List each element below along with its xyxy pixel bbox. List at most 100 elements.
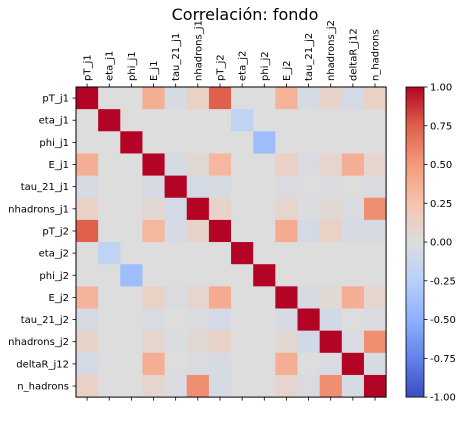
heatmap-cell-eta_j2-eta_j1 bbox=[98, 242, 121, 265]
heatmap-cell-phi_j1-phi_j2 bbox=[253, 131, 276, 154]
y-tick-label: nhadrons_j1 bbox=[8, 204, 69, 215]
y-tick-label: E_j1 bbox=[49, 160, 69, 171]
heatmap-cell-tau_21_j1-pT_j1 bbox=[76, 175, 99, 199]
heatmap-cell-nhadrons_j1-E_j1 bbox=[142, 197, 165, 221]
heatmap-cell-n_hadrons-phi_j2 bbox=[253, 374, 276, 398]
heatmap-cell-nhadrons_j1-pT_j1 bbox=[76, 197, 99, 221]
heatmap-cell-deltaR_j12-n_hadrons bbox=[363, 352, 387, 376]
x-tick-label: eta_j2 bbox=[238, 51, 249, 81]
y-tick-label: eta_j1 bbox=[39, 116, 69, 127]
heatmap-cell-phi_j1-pT_j1 bbox=[76, 131, 99, 154]
heatmap-cell-E_j1-deltaR_j12 bbox=[341, 153, 365, 176]
heatmap-cell-nhadrons_j2-E_j1 bbox=[142, 330, 165, 354]
y-tick-label: pT_j1 bbox=[42, 94, 69, 105]
heatmap-cell-tau_21_j2-E_j2 bbox=[275, 308, 298, 332]
heatmap-cell-E_j1-phi_j1 bbox=[120, 153, 143, 176]
heatmap-cell-E_j2-eta_j1 bbox=[98, 286, 121, 309]
heatmap-cell-deltaR_j12-pT_j1 bbox=[76, 352, 99, 376]
heatmap-cell-deltaR_j12-tau_21_j1 bbox=[164, 352, 188, 376]
heatmap-cell-nhadrons_j1-nhadrons_j1 bbox=[186, 197, 210, 221]
colorbar-tick-label: -0.25 bbox=[430, 276, 456, 287]
heatmap-cell-pT_j1-tau_21_j2 bbox=[297, 87, 321, 110]
heatmap-cell-tau_21_j1-phi_j1 bbox=[120, 175, 143, 199]
x-tick-label: deltaR_j12 bbox=[348, 28, 359, 81]
heatmap-cell-phi_j2-tau_21_j1 bbox=[164, 264, 188, 287]
heatmap-cell-phi_j1-eta_j2 bbox=[231, 131, 254, 154]
heatmap-cell-eta_j1-E_j2 bbox=[275, 109, 298, 132]
colorbar-tick-label: -1.00 bbox=[430, 393, 456, 404]
heatmap-cell-phi_j1-E_j2 bbox=[275, 131, 298, 154]
heatmap-cell-nhadrons_j2-deltaR_j12 bbox=[341, 330, 365, 354]
heatmap-cell-n_hadrons-eta_j2 bbox=[231, 374, 254, 398]
heatmap-cell-E_j1-nhadrons_j1 bbox=[186, 153, 210, 176]
y-tick-label: pT_j2 bbox=[42, 226, 69, 237]
colorbar-ticks: 1.00 0.75 0.50 0.25 0.00 -0.25 -0.50 -0.75 -1.00 bbox=[424, 83, 456, 404]
colorbar bbox=[405, 86, 425, 398]
heatmap-cell-eta_j2-tau_21_j2 bbox=[297, 242, 321, 265]
heatmap-cell-nhadrons_j2-phi_j2 bbox=[253, 330, 276, 354]
heatmap-cell-eta_j2-eta_j2 bbox=[231, 242, 254, 265]
heatmap-cell-E_j2-E_j1 bbox=[142, 286, 165, 309]
heatmap-cell-eta_j1-pT_j2 bbox=[208, 109, 232, 132]
heatmap-cells bbox=[76, 87, 387, 398]
heatmap-cell-phi_j1-nhadrons_j1 bbox=[186, 131, 210, 154]
heatmap-cell-deltaR_j12-E_j2 bbox=[275, 352, 298, 376]
heatmap-cell-tau_21_j1-nhadrons_j1 bbox=[186, 175, 210, 199]
heatmap-cell-tau_21_j1-tau_21_j1 bbox=[164, 175, 188, 199]
colorbar-tick-label: -0.75 bbox=[430, 354, 456, 365]
heatmap-cell-pT_j2-tau_21_j2 bbox=[297, 219, 321, 243]
heatmap-cell-E_j2-E_j2 bbox=[275, 286, 298, 309]
heatmap-cell-eta_j2-nhadrons_j2 bbox=[319, 242, 343, 265]
heatmap-cell-pT_j2-pT_j2 bbox=[208, 219, 232, 243]
heatmap-cell-nhadrons_j1-pT_j2 bbox=[208, 197, 232, 221]
heatmap-cell-pT_j1-deltaR_j12 bbox=[341, 87, 365, 110]
heatmap-cell-eta_j1-eta_j2 bbox=[231, 109, 254, 132]
heatmap-cell-eta_j1-eta_j1 bbox=[98, 109, 121, 132]
heatmap-cell-tau_21_j1-phi_j2 bbox=[253, 175, 276, 199]
heatmap-cell-n_hadrons-nhadrons_j1 bbox=[186, 374, 210, 398]
heatmap-cell-pT_j1-n_hadrons bbox=[363, 87, 387, 110]
heatmap-cell-pT_j2-pT_j1 bbox=[76, 219, 99, 243]
heatmap-cell-tau_21_j2-nhadrons_j1 bbox=[186, 308, 210, 332]
heatmap-cell-E_j1-phi_j2 bbox=[253, 153, 276, 176]
heatmap-cell-phi_j2-nhadrons_j1 bbox=[186, 264, 210, 287]
heatmap-cell-pT_j1-nhadrons_j2 bbox=[319, 87, 343, 110]
y-tick-label: phi_j2 bbox=[39, 271, 69, 282]
heatmap-cell-n_hadrons-phi_j1 bbox=[120, 374, 143, 398]
heatmap-cell-n_hadrons-E_j2 bbox=[275, 374, 298, 398]
heatmap-cell-nhadrons_j1-n_hadrons bbox=[363, 197, 387, 221]
heatmap-cell-tau_21_j1-n_hadrons bbox=[363, 175, 387, 199]
heatmap-cell-pT_j1-nhadrons_j1 bbox=[186, 87, 210, 110]
heatmap-cell-deltaR_j12-pT_j2 bbox=[208, 352, 232, 376]
colorbar-tick-label: 1.00 bbox=[430, 83, 452, 94]
heatmap-cell-tau_21_j2-eta_j2 bbox=[231, 308, 254, 332]
heatmap-cell-tau_21_j2-pT_j2 bbox=[208, 308, 232, 332]
heatmap-cell-n_hadrons-nhadrons_j2 bbox=[319, 374, 343, 398]
heatmap-cell-nhadrons_j1-deltaR_j12 bbox=[341, 197, 365, 221]
colorbar-tick-label: 0.25 bbox=[430, 199, 452, 210]
x-tick-label: phi_j1 bbox=[127, 51, 138, 81]
heatmap-cell-nhadrons_j2-tau_21_j1 bbox=[164, 330, 188, 354]
heatmap-cell-E_j1-tau_21_j2 bbox=[297, 153, 321, 176]
x-tick-label: nhadrons_j2 bbox=[326, 20, 337, 81]
heatmap-cell-nhadrons_j1-phi_j1 bbox=[120, 197, 143, 221]
heatmap-cell-phi_j2-phi_j2 bbox=[253, 264, 276, 287]
heatmap-cell-n_hadrons-deltaR_j12 bbox=[341, 374, 365, 398]
x-tick-label: E_j2 bbox=[282, 61, 293, 81]
heatmap-cell-deltaR_j12-tau_21_j2 bbox=[297, 352, 321, 376]
heatmap-cell-eta_j2-nhadrons_j1 bbox=[186, 242, 210, 265]
y-tick-label: phi_j1 bbox=[39, 138, 69, 149]
heatmap-cell-eta_j1-pT_j1 bbox=[76, 109, 99, 132]
heatmap-cell-pT_j1-eta_j2 bbox=[231, 87, 254, 110]
heatmap-cell-eta_j2-E_j2 bbox=[275, 242, 298, 265]
heatmap-cell-tau_21_j1-eta_j2 bbox=[231, 175, 254, 199]
x-tick-label: phi_j2 bbox=[260, 51, 271, 81]
heatmap-cell-pT_j2-eta_j1 bbox=[98, 219, 121, 243]
heatmap-cell-phi_j1-E_j1 bbox=[142, 131, 165, 154]
heatmap-cell-nhadrons_j2-tau_21_j2 bbox=[297, 330, 321, 354]
heatmap-cell-pT_j1-pT_j1 bbox=[76, 87, 99, 110]
heatmap-cell-n_hadrons-pT_j1 bbox=[76, 374, 99, 398]
heatmap-cell-E_j2-tau_21_j2 bbox=[297, 286, 321, 309]
heatmap-cell-E_j2-eta_j2 bbox=[231, 286, 254, 309]
heatmap-cell-deltaR_j12-phi_j1 bbox=[120, 352, 143, 376]
